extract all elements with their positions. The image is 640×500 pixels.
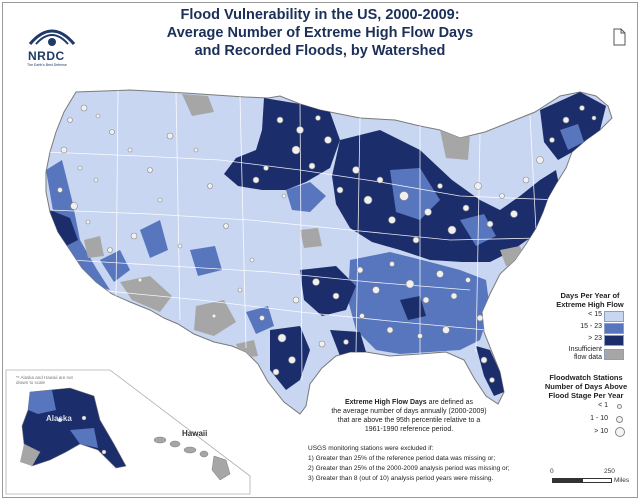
logo-name: NRDC (28, 49, 65, 63)
legend-label: < 15 (588, 311, 602, 318)
title-line-1: Flood Vulnerability in the US, 2000-2009… (180, 7, 460, 23)
definition-line-3: that are above the 95th percentile relat… (337, 417, 481, 424)
stations-legend: Floodwatch Stations Number of Days Above… (538, 373, 634, 439)
definition-note: Extreme High Flow Days are defined as th… (298, 398, 520, 434)
station-label: > 10 (594, 428, 608, 435)
usgs-item-3: 3) Greater than 8 (out of 10) analysis p… (308, 475, 494, 482)
definition-line-4: 1961-1990 reference period. (364, 426, 454, 433)
legend-label: Insufficient flow data (569, 346, 602, 362)
definition-term: Extreme High Flow Days (344, 399, 427, 406)
stations-title-line-1: Floodwatch Stations (549, 373, 623, 382)
scale-segment-dark (552, 478, 582, 483)
legend-label: 15 - 23 (580, 323, 602, 330)
legend-item-insufficient: Insufficient flow data (548, 346, 632, 364)
legend-item-high: > 23 (548, 334, 632, 346)
hawaii-label: Hawaii (182, 429, 208, 438)
scale-end: 250 (604, 468, 615, 475)
page-title: Flood Vulnerability in the US, 2000-2009… (130, 6, 510, 60)
station-dot (615, 427, 625, 437)
floodwatch-stations (57, 104, 597, 383)
stations-legend-title: Floodwatch Stations Number of Days Above… (538, 373, 634, 400)
legend-swatch (604, 311, 624, 322)
usgs-exclusion-note: USGS monitoring stations were excluded i… (308, 444, 543, 484)
inset-frame (5, 369, 251, 495)
legend-title-line-1: Days Per Year of (560, 291, 620, 300)
title-line-3: and Recorded Floods, by Watershed (194, 43, 446, 59)
station-dot (616, 416, 623, 423)
usgs-heading: USGS monitoring stations were excluded i… (308, 445, 434, 452)
alaska-shape (20, 387, 127, 469)
legend-title: Days Per Year of Extreme High Flow (548, 291, 632, 309)
station-label: < 1 (598, 402, 608, 409)
hawaii-shape (153, 436, 231, 481)
station-item-large: > 10 (538, 426, 634, 439)
scale-segment-light (582, 478, 612, 483)
usgs-item-1: 1) Greater than 25% of the reference per… (308, 455, 496, 462)
legend-item-low: < 15 (548, 310, 632, 322)
station-item-medium: 1 - 10 (538, 413, 634, 426)
legend-swatch (604, 323, 624, 334)
contiguous-us (45, 89, 613, 415)
definition-line-1: are defined as (426, 399, 473, 406)
stations-title-line-3: Flood Stage Per Year (548, 391, 624, 400)
legend-item-mid: 15 - 23 (548, 322, 632, 334)
station-item-small: < 1 (538, 400, 634, 413)
nrdc-logo (28, 29, 76, 46)
scale-bar: 0 250 Miles (548, 466, 632, 488)
station-dot (617, 404, 622, 409)
legend-swatch (604, 335, 624, 346)
legend-label: > 23 (588, 335, 602, 342)
station-label: 1 - 10 (590, 415, 608, 422)
usgs-item-2: 2) Greater than 25% of the 2000-2009 ana… (308, 465, 510, 472)
legend-swatch (604, 349, 624, 360)
flow-days-legend: Days Per Year of Extreme High Flow < 15 … (548, 291, 632, 364)
inset-scale-note: ** Alaska and Hawaii are not drawn to sc… (16, 375, 73, 385)
scale-unit: Miles (614, 477, 630, 484)
stations-title-line-2: Number of Days Above (544, 382, 628, 391)
legend-label-line-2: flow data (573, 354, 602, 361)
definition-line-2: the average number of days annually (200… (331, 408, 487, 415)
logo-tagline: The Earth's Best Defense (27, 63, 67, 67)
title-line-2: Average Number of Extreme High Flow Days (166, 25, 474, 41)
document-icon (613, 28, 626, 46)
legend-label-line-1: Insufficient (568, 346, 602, 353)
legend-title-line-2: Extreme High Flow (556, 300, 624, 309)
scale-start: 0 (550, 468, 554, 475)
alaska-label: Alaska (46, 414, 72, 423)
